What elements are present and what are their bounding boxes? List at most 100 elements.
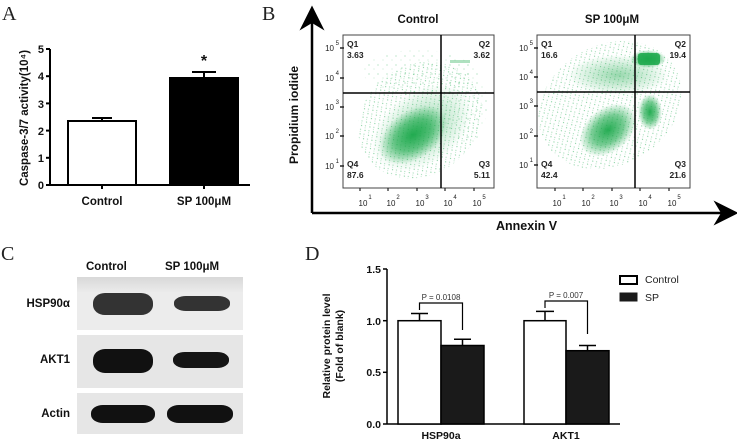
b-ytick: 10: [519, 161, 528, 170]
d-bar-akt1-sp: [565, 349, 610, 425]
b-q1-value: 3.63: [347, 50, 364, 60]
panel-letter-b: B: [262, 3, 276, 25]
b-ytick: 10: [325, 132, 334, 141]
d-ytick: 0.5: [366, 367, 381, 379]
band-control: [93, 293, 153, 315]
b-q1-label: Q1: [347, 39, 359, 49]
b-xtick: 10: [639, 199, 648, 208]
b-q4-value: 87.6: [347, 170, 364, 180]
b-ytick: 10: [519, 44, 528, 53]
c-row-akt1: AKT1: [39, 354, 70, 366]
d-pvalue-akt1: P = 0.007: [549, 291, 584, 300]
b-ylabel: Propidium iodide: [287, 66, 301, 164]
b-xtick-exp: 3: [619, 195, 623, 201]
b-q2-value: 3.62: [473, 50, 490, 60]
a-ytick: 5: [38, 44, 44, 56]
d-legend-sp: SP: [645, 292, 659, 304]
a-ytick: 2: [38, 126, 44, 138]
b-xtick-exp: 5: [677, 195, 681, 201]
b-q2-value: 19.4: [669, 50, 686, 60]
a-xlabel-sp: SP 100μM: [177, 196, 231, 208]
b-q2-label: Q2: [479, 39, 491, 49]
b-xtick: 10: [444, 199, 453, 208]
c-col-sp: SP 100μM: [165, 261, 220, 273]
a-ylabel: Caspase-3/7 activity(10⁴): [19, 50, 31, 186]
b-xtick: 10: [553, 199, 562, 208]
b-ytick-exp: 4: [530, 70, 534, 76]
b-q3-label: Q3: [675, 159, 687, 169]
b-plot-title: SP 100μM: [585, 14, 639, 26]
b-ytick-exp: 3: [530, 99, 534, 105]
b-q2-label: Q2: [675, 39, 687, 49]
b-plot-sp: SP 100μM Q1 16.6 Q2 19.4 Q4 42.4 Q3 21.6: [519, 14, 691, 208]
b-xtick-exp: 2: [591, 195, 595, 201]
blot-akt1: [77, 335, 243, 388]
a-xlabel-control: Control: [82, 196, 123, 208]
b-xtick: 10: [582, 199, 591, 208]
d-ytick: 0.0: [366, 419, 381, 431]
b-q3-label: Q3: [479, 159, 491, 169]
c-col-control: Control: [86, 261, 127, 273]
b-ytick: 10: [325, 44, 334, 53]
b-xtick: 10: [387, 199, 396, 208]
b-ytick-exp: 3: [336, 100, 340, 106]
panel-letter-d: D: [305, 243, 320, 265]
b-xtick-exp: 4: [648, 195, 652, 201]
b-xtick-exp: 3: [425, 195, 429, 201]
b-q4-label: Q4: [347, 159, 359, 169]
d-ylabel-line2: (Fold of blank): [334, 310, 346, 382]
d-ytick: 1.0: [366, 316, 381, 328]
band-sp: [167, 405, 233, 423]
band-sp: [174, 296, 230, 311]
a-ytick: 4: [38, 71, 45, 83]
b-xtick: 10: [610, 199, 619, 208]
b-ytick: 10: [519, 73, 528, 82]
d-legend: Control SP: [619, 274, 679, 304]
panel-letter-a: A: [2, 3, 17, 25]
d-bar-hsp90-sp: [440, 344, 485, 425]
b-ytick-exp: 1: [336, 159, 340, 165]
b-plot-control: Control Q1 3.63 Q2 3.62 Q4 87.6 Q3 5.1: [325, 14, 495, 208]
band-sp: [173, 352, 229, 368]
b-ytick-exp: 2: [336, 129, 340, 135]
d-ytick: 1.5: [366, 264, 381, 276]
d-pvalue-hsp90: P = 0.0108: [422, 293, 461, 302]
b-xtick-exp: 1: [368, 195, 372, 201]
b-q1-value: 16.6: [541, 50, 558, 60]
b-ytick: 10: [325, 103, 334, 112]
b-xtick: 10: [359, 199, 368, 208]
panel-b-flow-cytometry: Propidium iodide Annexin V Control Q1 3.…: [287, 5, 737, 233]
b-ytick: 10: [325, 74, 334, 83]
a-ytick: 1: [38, 153, 44, 165]
b-ytick-exp: 5: [530, 41, 534, 47]
d-xlabel-hsp90: HSP90a: [421, 430, 460, 442]
blot-hsp90: [77, 277, 243, 330]
b-ytick: 10: [519, 102, 528, 111]
b-xtick-exp: 4: [453, 195, 457, 201]
b-xtick: 10: [668, 199, 677, 208]
a-bar-control: [67, 120, 137, 186]
b-q1-label: Q1: [541, 39, 553, 49]
panel-d-bar-chart: 0.0 0.5 1.0 1.5 Relative protein level (…: [321, 264, 679, 442]
b-xlabel: Annexin V: [496, 219, 558, 233]
c-row-actin: Actin: [41, 408, 70, 420]
b-xtick-exp: 2: [396, 195, 400, 201]
b-ytick-exp: 5: [336, 41, 340, 47]
b-q4-label: Q4: [541, 159, 553, 169]
b-xtick-exp: 1: [562, 195, 566, 201]
b-ytick-exp: 2: [530, 129, 534, 135]
b-q4-value: 42.4: [541, 170, 558, 180]
b-ytick-exp: 4: [336, 71, 340, 77]
b-ytick-exp: 1: [530, 158, 534, 164]
a-bar-sp: [169, 77, 239, 186]
b-xtick-exp: 5: [482, 195, 486, 201]
blot-actin: [77, 393, 243, 434]
b-xtick: 10: [473, 199, 482, 208]
d-xlabel-akt1: AKT1: [552, 430, 580, 442]
d-bar-hsp90-control: [397, 319, 442, 425]
b-plot-title: Control: [398, 14, 439, 26]
b-ytick: 10: [519, 132, 528, 141]
d-legend-control: Control: [645, 274, 679, 286]
a-significance-star: *: [201, 53, 208, 70]
